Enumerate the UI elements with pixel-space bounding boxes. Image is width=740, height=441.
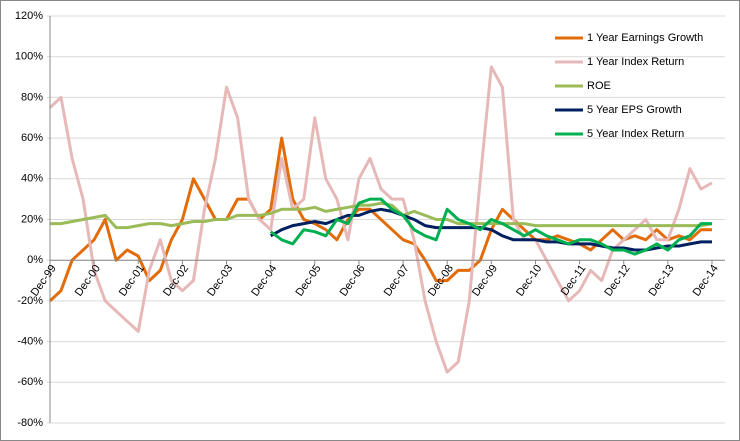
y-tick-label: 0% [27,254,43,266]
y-tick-label: -60% [17,376,43,388]
y-tick-label: 60% [21,132,43,144]
y-tick-label: 20% [21,213,43,225]
y-tick-label: 120% [15,10,43,22]
y-tick-label: 100% [15,51,43,63]
legend-label: 1 Year Index Return [587,56,684,68]
y-tick-label: -40% [17,336,43,348]
series-line [269,197,712,256]
legend-label: ROE [587,80,611,92]
y-tick-label: -80% [17,417,43,429]
series-line [269,207,712,252]
series-line [48,136,712,302]
legend-label: 5 Year EPS Growth [587,104,682,116]
legend: 1 Year Earnings Growth 1 Year Index Retur… [555,32,703,140]
y-tick-label: 40% [21,173,43,185]
legend-label: 1 Year Earnings Growth [587,32,703,44]
legend-label: 5 Year Index Return [587,128,684,140]
plot-lines [48,65,713,374]
series-line [48,65,713,374]
y-tick-label: -20% [17,295,43,307]
series-line [50,201,713,230]
grid [47,15,725,424]
y-tick-label: 80% [21,91,43,103]
